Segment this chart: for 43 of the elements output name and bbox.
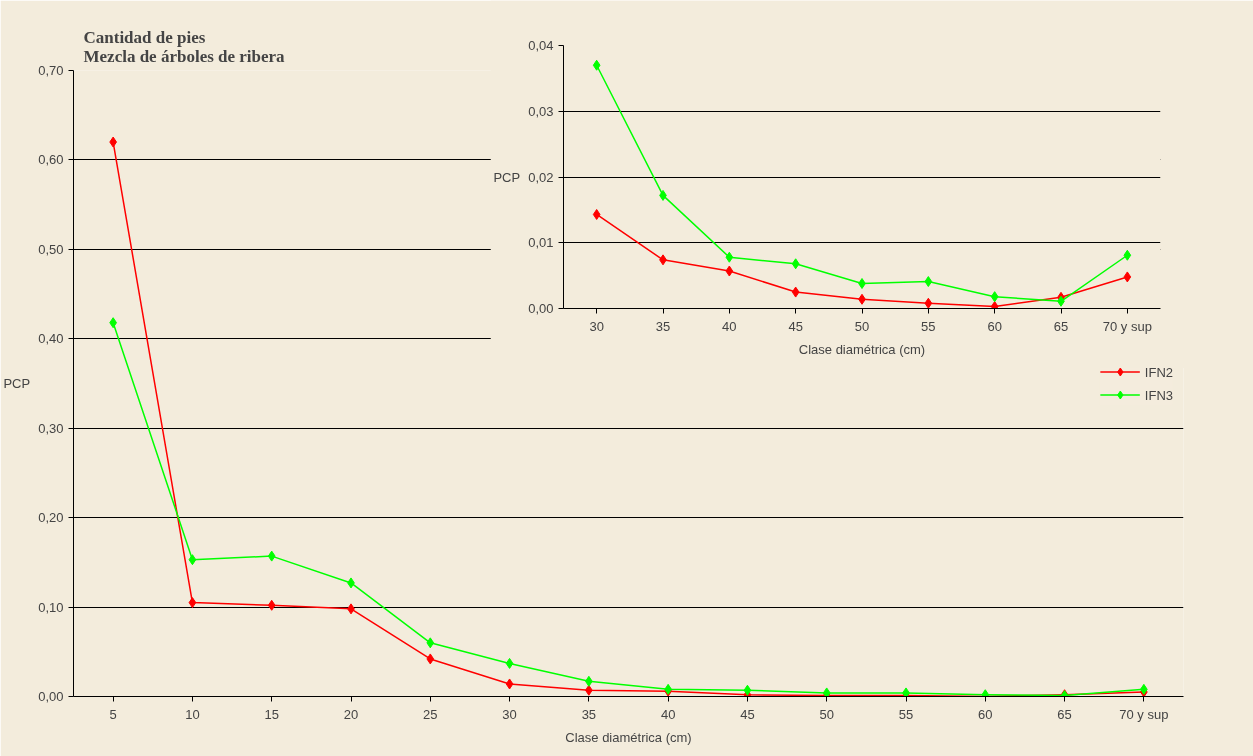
x-tick-label: 35	[581, 706, 597, 722]
y-tick-label: 0,50	[38, 241, 64, 257]
x-axis-title: Clase diamétrica (cm)	[798, 341, 926, 357]
y-axis-title: PCP	[493, 169, 521, 185]
x-tick-label: 35	[655, 318, 671, 334]
x-tick-label: 40	[660, 706, 676, 722]
x-tick-label: 65	[1053, 318, 1069, 334]
x-axis-title: Clase diamétrica (cm)	[565, 729, 692, 745]
y-axis-title: PCP	[3, 376, 31, 391]
y-tick-label: 0,02	[528, 169, 554, 185]
x-tick-label: 45	[740, 706, 755, 722]
y-tick-label: 0,20	[38, 510, 64, 526]
legend-label: IFN2	[1144, 364, 1173, 379]
x-tick-label: 25	[423, 706, 438, 722]
x-tick-label: 65	[1057, 706, 1072, 722]
x-tick-label: 50	[854, 318, 870, 334]
x-tick-label: 70 y sup	[1119, 706, 1169, 722]
x-tick-label: 55	[921, 318, 936, 334]
x-tick-label: 70 y sup	[1102, 318, 1152, 334]
x-tick-label: 60	[987, 318, 1002, 334]
y-tick-label: 0,30	[38, 420, 64, 436]
x-tick-label: 40	[722, 318, 737, 334]
y-tick-label: 0,04	[528, 38, 554, 53]
x-tick-label: 50	[819, 706, 834, 722]
y-tick-label: 0,40	[38, 331, 64, 347]
legend-label: IFN3	[1144, 387, 1173, 402]
x-tick-label: 30	[502, 706, 517, 722]
x-tick-label: 5	[109, 706, 117, 722]
x-tick-label: 15	[264, 706, 279, 722]
y-tick-label: 0,60	[38, 152, 64, 168]
y-tick-label: 0,01	[528, 235, 554, 251]
x-tick-label: 45	[788, 318, 803, 334]
x-tick-label: 20	[343, 706, 359, 722]
y-tick-label: 0,00	[38, 689, 64, 704]
chart-title: Cantidad de pies Mezcla de árboles de ribera	[83, 27, 286, 66]
x-tick-label: 60	[978, 706, 993, 722]
y-tick-label: 0,00	[528, 301, 554, 316]
y-tick-label: 0,70	[38, 63, 64, 78]
y-tick-label: 0,10	[38, 599, 64, 615]
y-tick-label: 0,03	[528, 103, 554, 119]
x-tick-label: 10	[185, 706, 200, 722]
x-tick-label: 55	[898, 706, 914, 722]
x-tick-label: 30	[589, 318, 604, 334]
